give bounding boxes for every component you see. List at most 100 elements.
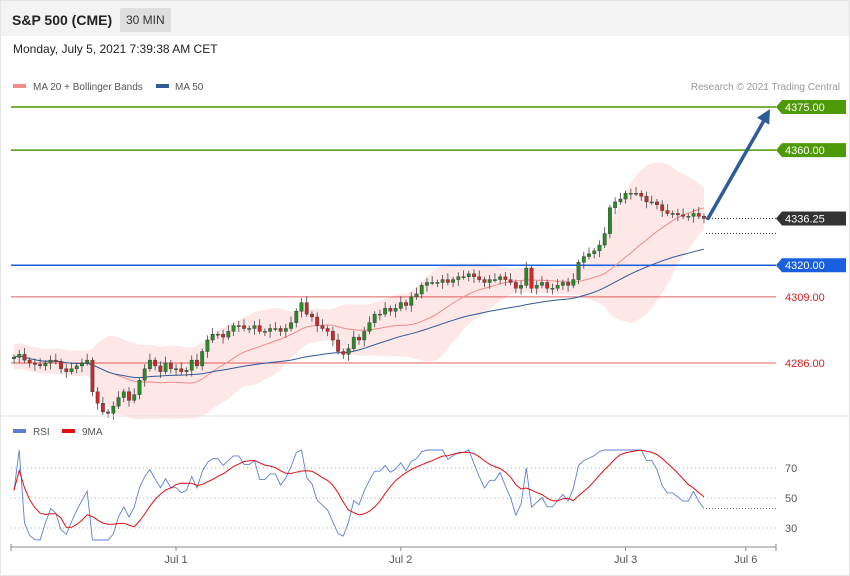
candle-body: [362, 331, 367, 341]
candle: [571, 273, 576, 289]
candle-body: [477, 276, 482, 280]
candle: [362, 326, 367, 347]
candle-body: [48, 359, 53, 364]
candle-body: [644, 195, 649, 203]
candle-body: [116, 397, 121, 407]
candle-body: [247, 328, 252, 330]
candle: [195, 353, 199, 369]
candle-body: [85, 359, 90, 364]
candle: [550, 283, 555, 295]
interval-badge[interactable]: 30 MIN: [120, 8, 171, 32]
candle: [660, 200, 665, 217]
candle: [597, 240, 602, 258]
candle-body: [571, 279, 576, 286]
candle-body: [592, 250, 597, 254]
timestamp-text: Monday, July 5, 2021 7:39:38 AM CET: [13, 42, 218, 56]
level-tag-text-4320.00: 4320.00: [785, 260, 825, 272]
candle-body: [184, 369, 189, 372]
candle: [477, 270, 482, 283]
candle-body: [341, 351, 346, 355]
candle: [461, 270, 466, 280]
candle-body: [283, 328, 288, 332]
rsi-legend-label: RSI: [33, 427, 50, 438]
candle: [409, 292, 414, 312]
candle-body: [686, 216, 691, 218]
candle: [534, 280, 539, 295]
candle-body: [22, 354, 27, 361]
candle-body: [372, 313, 377, 323]
candle: [95, 387, 100, 410]
candle-body: [310, 313, 314, 318]
ma50-legend-swatch: [156, 84, 169, 88]
candle: [644, 191, 649, 209]
candle-body: [639, 193, 644, 197]
candle: [100, 396, 105, 415]
candle: [618, 192, 623, 205]
candles: [12, 186, 706, 420]
candle: [17, 349, 22, 364]
candle-body: [315, 316, 320, 326]
rsi-tick-70: 70: [785, 463, 797, 475]
candle: [236, 321, 241, 332]
candle-body: [628, 193, 633, 195]
candle-body: [294, 311, 299, 323]
candle-body: [649, 201, 654, 204]
candle-body: [38, 364, 43, 367]
candle-body: [529, 267, 534, 289]
candle-body: [320, 325, 325, 329]
candle: [153, 357, 158, 371]
candle: [299, 297, 304, 318]
candle-body: [623, 193, 628, 200]
ma9-legend-label: 9MA: [82, 427, 103, 438]
candle-body: [581, 256, 586, 263]
candle: [158, 361, 163, 378]
candle-body: [545, 282, 550, 289]
candle-body: [409, 296, 414, 306]
candle-body: [430, 282, 435, 284]
candle-body: [137, 380, 142, 395]
candle: [43, 360, 48, 371]
projection-arrow-shaft: [706, 115, 768, 221]
candle: [378, 309, 382, 321]
candle-body: [163, 362, 168, 372]
candle-body: [127, 391, 131, 401]
candle: [440, 274, 445, 289]
candle: [665, 204, 670, 217]
candle-body: [231, 325, 236, 332]
candle: [90, 357, 95, 397]
candle-body: [205, 339, 210, 352]
candle: [215, 331, 220, 339]
candle: [325, 325, 330, 336]
candle: [649, 195, 654, 205]
candle: [38, 358, 43, 369]
candle: [33, 358, 37, 371]
candle: [330, 326, 335, 347]
candle: [163, 356, 168, 375]
candle: [111, 401, 116, 420]
candle: [64, 364, 69, 378]
rsi-ma9-line: [13, 449, 705, 528]
candle-body: [560, 282, 565, 286]
candle-body: [336, 339, 340, 352]
ma9-legend-swatch: [62, 429, 75, 433]
candle: [581, 251, 586, 269]
candle-body: [398, 302, 403, 309]
candle: [451, 276, 455, 288]
candle-body: [200, 351, 205, 367]
candle: [487, 274, 492, 289]
price-levels: [11, 106, 776, 364]
projection-arrow-head: [757, 109, 770, 125]
chart-header: S&P 500 (CME) 30 MIN: [1, 1, 849, 36]
candle: [273, 322, 278, 332]
candle: [628, 188, 633, 200]
candle: [393, 303, 398, 318]
bollinger-bands: [14, 162, 704, 420]
candle: [540, 276, 544, 289]
candle-body: [153, 359, 158, 367]
candle-body: [80, 362, 84, 367]
candle-body: [17, 354, 22, 358]
rsi-tick-50: 50: [785, 493, 797, 505]
candle: [639, 190, 644, 201]
candle: [670, 210, 675, 219]
candle-body: [498, 276, 503, 280]
